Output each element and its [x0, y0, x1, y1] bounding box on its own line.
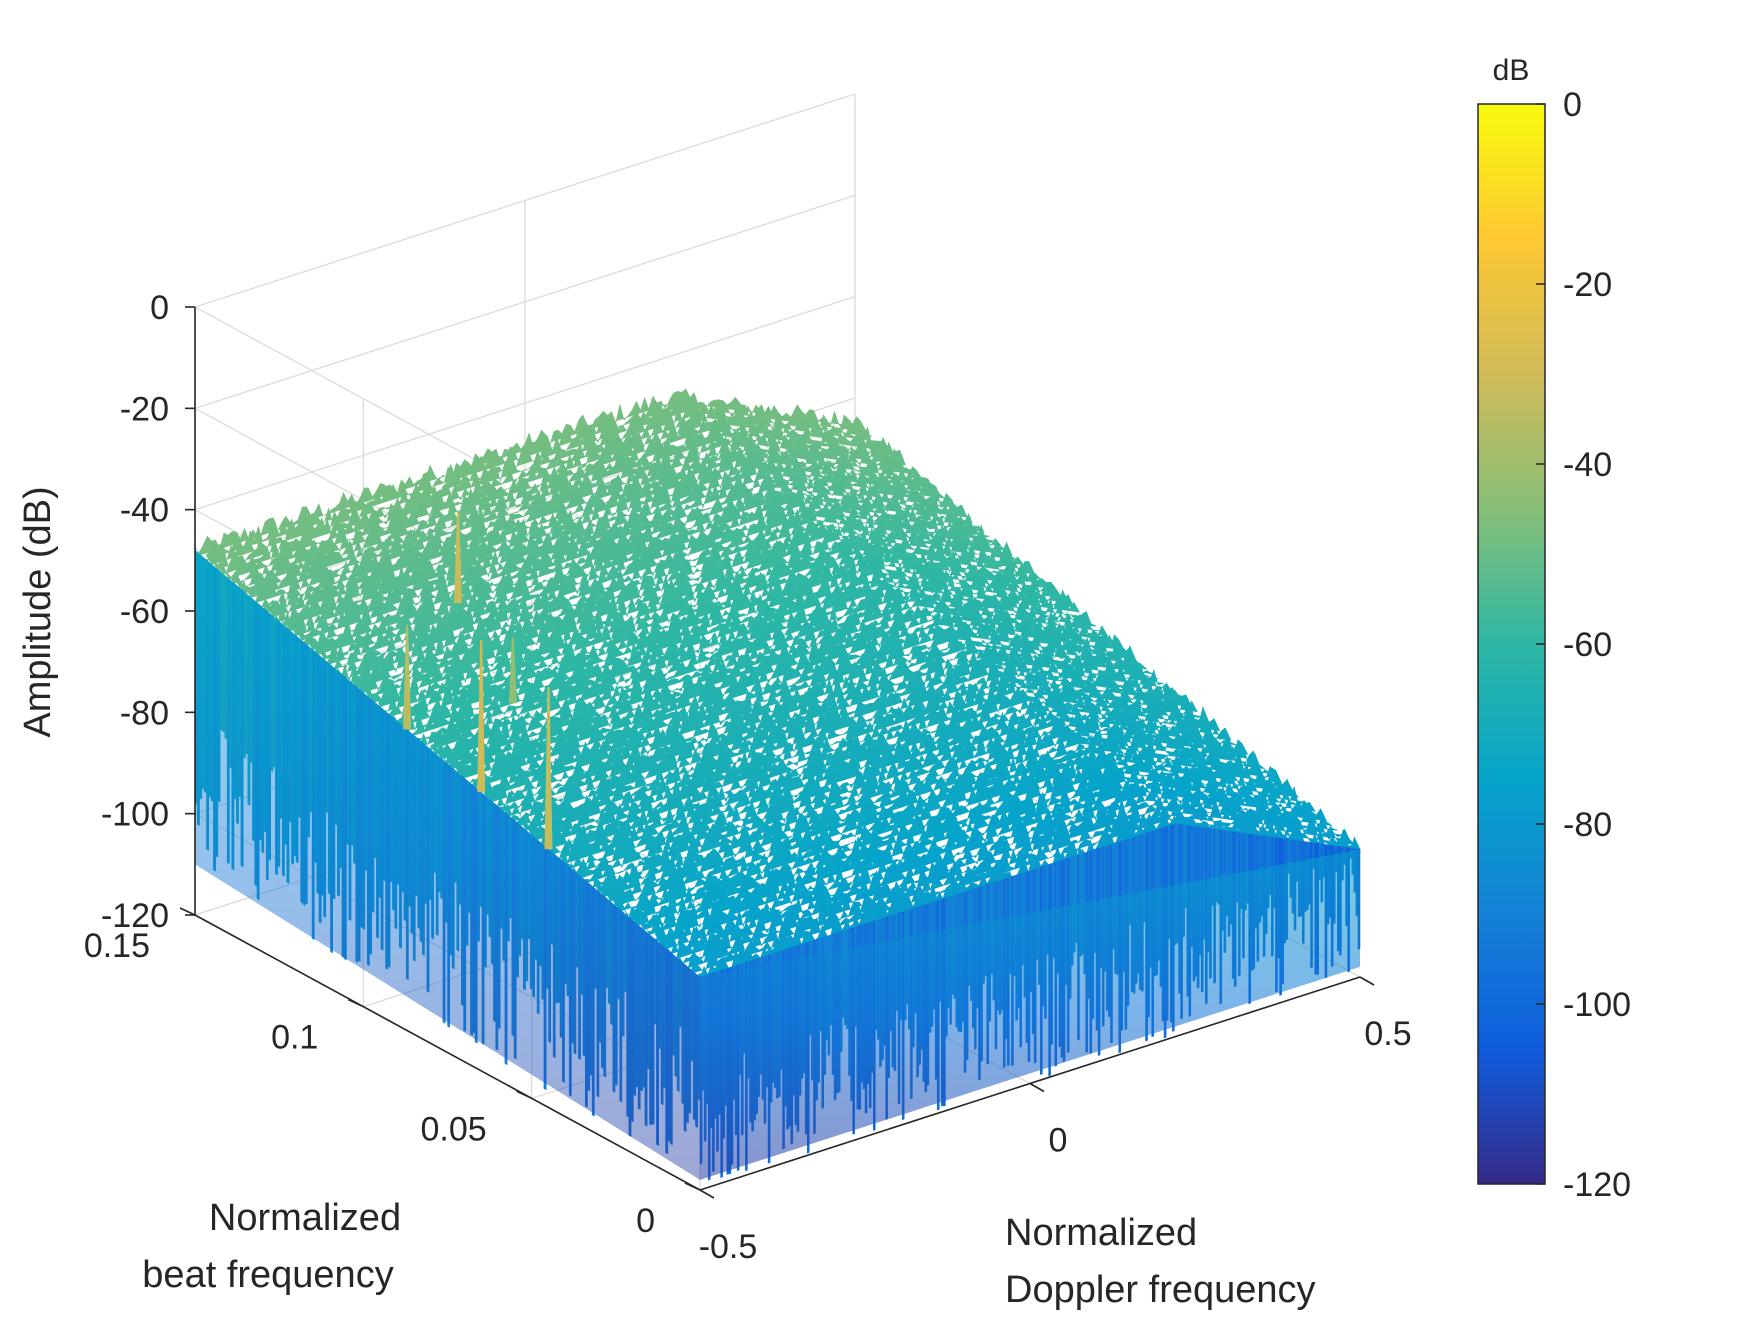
- y-tick: [684, 1182, 701, 1191]
- peak-spike: [508, 637, 517, 704]
- z-tick-label: -20: [120, 390, 169, 428]
- colorbar-tick-label: -40: [1563, 446, 1612, 484]
- colorbar-tick-label: -120: [1563, 1166, 1631, 1204]
- y-tick: [179, 907, 196, 916]
- x-tick: [699, 1189, 715, 1199]
- x-tick-label: -0.5: [699, 1228, 758, 1266]
- y-tick-label: 0: [636, 1202, 655, 1240]
- z-tick-label: -120: [101, 897, 169, 935]
- x-axis-title-line1: Normalized: [1005, 1212, 1197, 1254]
- x-tick: [1359, 976, 1375, 986]
- x-axis-title-line2: Doppler frequency: [1005, 1269, 1316, 1311]
- peak-layer: [403, 511, 553, 850]
- colorbar-title: dB: [1493, 54, 1530, 87]
- x-tick: [1029, 1082, 1045, 1093]
- peak-2: [403, 625, 412, 730]
- peak-spike: [403, 625, 412, 730]
- x-tick-label: 0: [1049, 1122, 1068, 1160]
- peak-spike: [477, 640, 486, 793]
- surface-strip: [660, 783, 1327, 950]
- colorbar-tick-label: -20: [1563, 266, 1612, 304]
- y-axis-title-line2: beat frequency: [142, 1254, 393, 1296]
- z-tick-label: -80: [120, 694, 169, 732]
- surface-strip: [413, 578, 1080, 745]
- y-tick-label: 0.05: [420, 1110, 486, 1148]
- z-tick-label: 0: [150, 289, 169, 327]
- surface-strip: [239, 427, 906, 595]
- surface-layer: [194, 388, 1361, 1181]
- z-tick-label: -60: [120, 593, 169, 631]
- colorbar-tick-label: 0: [1563, 86, 1582, 124]
- peak-1: [477, 640, 486, 793]
- beat-wall-shade: [195, 550, 700, 1180]
- peak-0: [544, 686, 553, 850]
- y-tick: [347, 998, 364, 1008]
- y-axis-title-line1: Normalized: [209, 1197, 401, 1239]
- surface-strip: [306, 486, 973, 651]
- z-axis-title: Amplitude (dB): [17, 486, 59, 737]
- doppler-wall-shade: [700, 849, 1360, 1180]
- colorbar-tick-label: -100: [1563, 986, 1631, 1024]
- colorbar-bar: [1477, 103, 1546, 1185]
- peak-spike: [544, 686, 553, 850]
- colorbar-ticks: 0 -20 -40 -60 -80 -100 -120: [1536, 86, 1631, 1204]
- peak-3: [508, 637, 517, 704]
- z-tick-label: -100: [101, 796, 169, 834]
- colorbar-tick-label: -80: [1563, 806, 1612, 844]
- y-tick: [516, 1090, 533, 1100]
- surface-strip: [649, 774, 1316, 945]
- surface-strip: [666, 790, 1333, 956]
- surface-strip: [480, 631, 1148, 798]
- peak-spike: [454, 511, 463, 603]
- axis-titles: Amplitude (dB) Normalized beat frequency…: [17, 486, 1316, 1311]
- y-tick-label: 0.1: [271, 1019, 318, 1057]
- peak-4: [454, 511, 463, 603]
- y-tick-label: 0.15: [84, 927, 150, 965]
- colorbar: dB 0 -20 -40 -60 -80 -100 -120: [1477, 54, 1631, 1204]
- z-tick-label: -40: [120, 492, 169, 530]
- y-axis-line: [194, 914, 701, 1191]
- axis-layer: 0 -20 -40 -60 -80 -100 -120 0 0.05 0.1 0.15 -0.5 0 0.…: [84, 289, 1412, 1266]
- surface-strip: [581, 719, 1249, 883]
- colorbar-tick-label: -60: [1563, 626, 1612, 664]
- surface-strip: [317, 491, 985, 660]
- x-tick-label: 0.5: [1364, 1015, 1411, 1053]
